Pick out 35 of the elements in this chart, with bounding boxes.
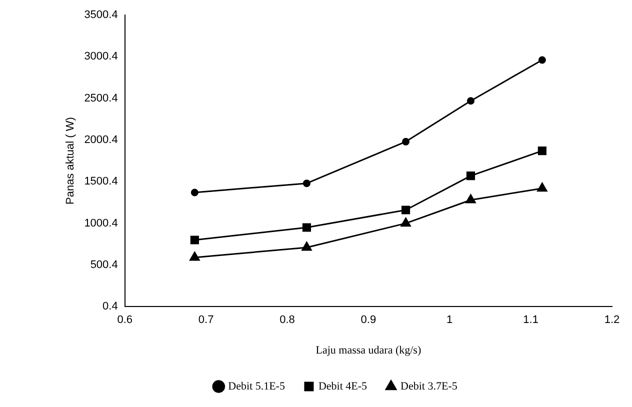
x-tick-label: 0.7 [198,314,214,326]
point [466,194,476,204]
y-axis-title: Panas aktual ( W) [64,117,77,205]
point [190,252,200,261]
y-tick-label: 2500.4 [84,92,118,104]
y-tick-label: 3000.4 [84,50,118,63]
legend-label: Debit 4E-5 [318,380,368,392]
point [537,182,548,192]
x-axis-title: Laju massa udara (kg/s) [316,344,422,356]
y-tick-label: 3500.4 [84,9,118,22]
x-tick-label: 0.9 [360,314,376,326]
x-tick-label: 0.6 [117,314,132,326]
x-tick-label: 1.1 [523,314,538,326]
point [190,236,199,244]
point [401,206,410,214]
point [400,218,411,227]
y-tick-label: 0.4 [102,300,118,313]
point [402,138,410,146]
y-tick-label: 1500.4 [84,176,118,188]
y-tick-label: 500.4 [90,258,118,271]
point [302,223,311,232]
point [466,172,476,180]
y-tick-label: 1000.4 [84,217,118,230]
point [302,180,310,188]
point [538,56,546,64]
point [190,188,198,196]
x-tick-label: 1.2 [604,314,620,326]
x-tick-label: 1 [446,314,453,326]
point [538,146,546,156]
legend-label: Debit 3.7E-5 [400,380,458,392]
y-tick-label: 2000.4 [84,134,118,146]
point [466,97,474,105]
legend-label: Debit 5.1E-5 [228,380,286,392]
point [302,242,312,251]
x-tick-label: 0.8 [280,314,295,326]
